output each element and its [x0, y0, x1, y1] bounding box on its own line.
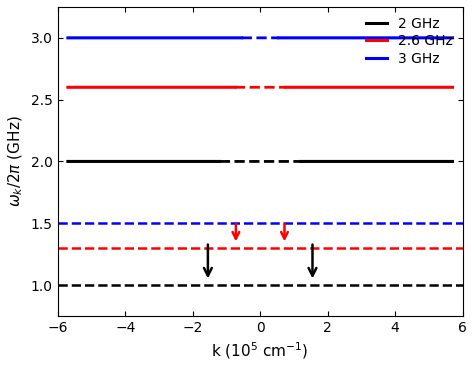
- 2 GHz: [315, 159, 321, 164]
- 2 GHz: [212, 159, 218, 164]
- 2.6 GHz: [296, 85, 301, 89]
- 3 GHz: [352, 36, 358, 40]
- 2.6 GHz: [381, 85, 387, 89]
- 2.6 GHz: [315, 85, 321, 89]
- 3 GHz: [212, 36, 218, 40]
- 2.6 GHz: [65, 85, 71, 89]
- 3 GHz: [296, 36, 301, 40]
- 3 GHz: [135, 36, 141, 40]
- 2 GHz: [450, 159, 456, 164]
- 3 GHz: [450, 36, 456, 40]
- 2.6 GHz: [135, 85, 141, 89]
- Y-axis label: $\omega_k/2\pi$ (GHz): $\omega_k/2\pi$ (GHz): [7, 116, 25, 207]
- 2 GHz: [65, 159, 71, 164]
- 3 GHz: [315, 36, 321, 40]
- 2.6 GHz: [352, 85, 358, 89]
- 3 GHz: [65, 36, 71, 40]
- Legend: 2 GHz, 2.6 GHz, 3 GHz: 2 GHz, 2.6 GHz, 3 GHz: [363, 14, 456, 68]
- 2 GHz: [135, 159, 141, 164]
- 2 GHz: [352, 159, 358, 164]
- X-axis label: k ($10^5$ cm$^{-1}$): k ($10^5$ cm$^{-1}$): [211, 340, 309, 361]
- 2.6 GHz: [450, 85, 456, 89]
- 3 GHz: [381, 36, 387, 40]
- 2.6 GHz: [212, 85, 218, 89]
- 2 GHz: [381, 159, 387, 164]
